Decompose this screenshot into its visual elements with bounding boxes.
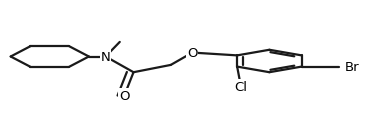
Text: N: N	[101, 51, 111, 63]
Text: Cl: Cl	[234, 80, 248, 93]
Text: O: O	[119, 89, 129, 102]
Text: Br: Br	[344, 61, 359, 73]
Text: O: O	[187, 47, 198, 60]
